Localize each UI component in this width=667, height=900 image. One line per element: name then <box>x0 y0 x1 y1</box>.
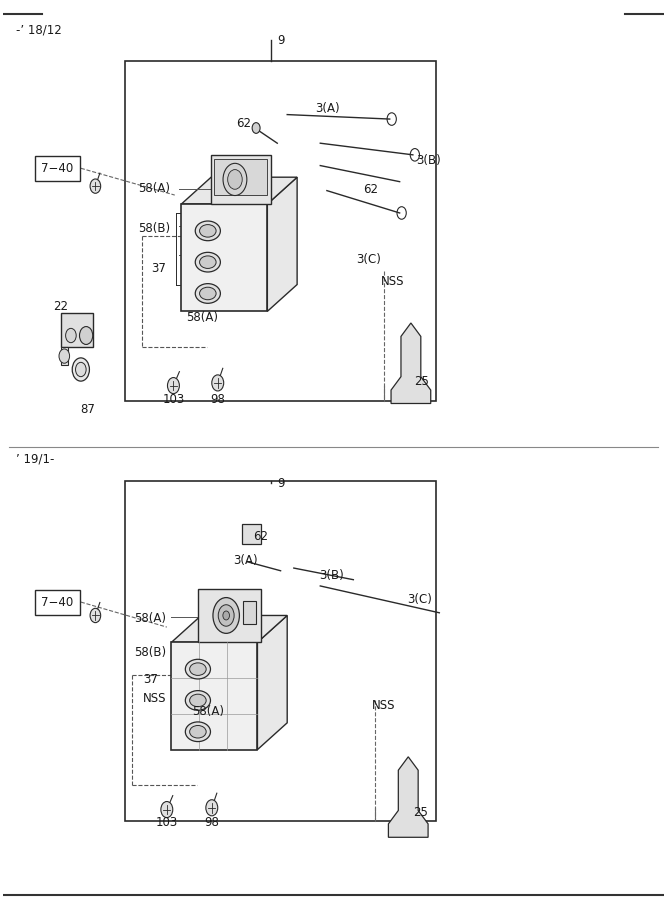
Circle shape <box>223 611 229 620</box>
Text: 98: 98 <box>210 392 225 406</box>
Ellipse shape <box>189 663 206 675</box>
Bar <box>35 590 79 615</box>
Bar <box>35 156 79 181</box>
Circle shape <box>75 363 86 377</box>
Text: 37: 37 <box>143 673 158 687</box>
Circle shape <box>218 605 234 626</box>
Text: NSS: NSS <box>372 699 396 712</box>
Text: 62: 62 <box>253 530 268 544</box>
Text: 25: 25 <box>414 374 429 388</box>
Text: NSS: NSS <box>381 275 405 288</box>
Circle shape <box>213 598 239 634</box>
Text: 103: 103 <box>155 816 178 830</box>
Polygon shape <box>267 177 297 311</box>
Text: 58(A): 58(A) <box>134 612 165 625</box>
Circle shape <box>65 328 76 343</box>
Text: 58(A): 58(A) <box>186 311 218 324</box>
Circle shape <box>167 378 179 393</box>
Text: 37: 37 <box>151 262 167 274</box>
Polygon shape <box>391 323 431 403</box>
Text: 58(A): 58(A) <box>192 705 224 717</box>
Circle shape <box>90 179 101 194</box>
Circle shape <box>223 163 247 195</box>
Ellipse shape <box>199 256 216 268</box>
Bar <box>61 313 93 347</box>
Bar <box>181 204 267 311</box>
Ellipse shape <box>199 225 216 237</box>
Circle shape <box>206 800 217 815</box>
Text: 87: 87 <box>80 403 95 416</box>
Ellipse shape <box>195 284 220 303</box>
Text: 3(C): 3(C) <box>357 253 382 266</box>
Circle shape <box>90 608 101 623</box>
Text: 3(C): 3(C) <box>408 593 432 606</box>
Text: 25: 25 <box>413 806 428 819</box>
Polygon shape <box>388 757 428 837</box>
Text: 58(B): 58(B) <box>134 645 166 659</box>
Circle shape <box>252 122 260 133</box>
Text: 98: 98 <box>204 816 219 830</box>
Circle shape <box>161 802 173 817</box>
Circle shape <box>59 349 69 364</box>
Circle shape <box>227 169 242 189</box>
Bar <box>171 643 257 750</box>
Text: 103: 103 <box>162 392 185 406</box>
Bar <box>125 482 436 821</box>
Text: 7−40: 7−40 <box>41 162 73 175</box>
Ellipse shape <box>189 694 206 706</box>
Ellipse shape <box>185 660 211 679</box>
Bar <box>125 61 436 400</box>
Text: 3(B): 3(B) <box>319 569 344 581</box>
Ellipse shape <box>185 722 211 742</box>
Bar <box>198 589 261 643</box>
Ellipse shape <box>189 725 206 738</box>
Ellipse shape <box>195 221 220 240</box>
Text: 62: 62 <box>236 117 251 130</box>
Circle shape <box>72 358 89 381</box>
Text: 58(A): 58(A) <box>138 183 170 195</box>
Polygon shape <box>257 616 287 750</box>
Text: 7−40: 7−40 <box>41 596 73 608</box>
Bar <box>211 155 271 204</box>
Circle shape <box>79 327 93 345</box>
Text: ’ 19/1-: ’ 19/1- <box>16 453 55 465</box>
Text: 3(A): 3(A) <box>315 102 340 115</box>
Bar <box>242 524 261 544</box>
Polygon shape <box>181 177 297 204</box>
Bar <box>243 601 256 624</box>
Text: 62: 62 <box>364 184 378 196</box>
Ellipse shape <box>199 287 216 300</box>
Text: 9: 9 <box>277 34 285 47</box>
Ellipse shape <box>195 252 220 272</box>
Polygon shape <box>171 616 287 643</box>
Text: 3(A): 3(A) <box>233 554 258 567</box>
Text: 9: 9 <box>277 478 285 491</box>
Text: 3(B): 3(B) <box>416 154 441 166</box>
Bar <box>214 159 267 195</box>
Bar <box>61 347 67 365</box>
Text: 22: 22 <box>53 301 69 313</box>
Text: -’ 18/12: -’ 18/12 <box>16 23 62 36</box>
Ellipse shape <box>185 690 211 710</box>
Text: 58(B): 58(B) <box>138 221 171 235</box>
Text: NSS: NSS <box>143 692 167 706</box>
Circle shape <box>212 375 223 391</box>
